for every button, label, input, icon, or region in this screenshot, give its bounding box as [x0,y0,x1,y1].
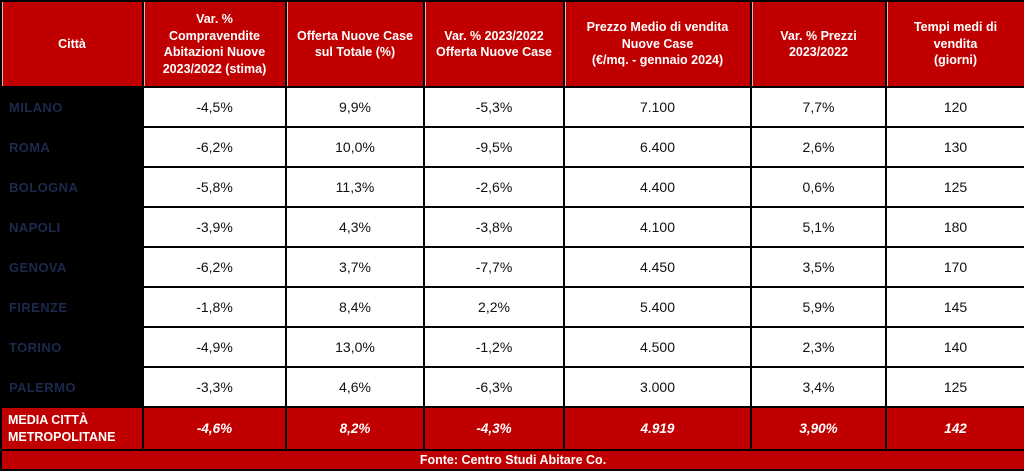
table-row: NAPOLI -3,9% 4,3% -3,8% 4.100 5,1% 180 [0,206,1024,248]
value-cell: -6,2% [142,126,287,168]
value-cell: -3,9% [142,206,287,248]
column-header-var-offerta: Var. % 2023/2022 Offerta Nuove Case [423,0,565,88]
table-row: PALERMO -3,3% 4,6% -6,3% 3.000 3,4% 125 [0,366,1024,408]
header-row: Città Var. % Compravendite Abitazioni Nu… [0,0,1024,88]
table-header: Città Var. % Compravendite Abitazioni Nu… [0,0,1024,88]
city-cell: NAPOLI [0,206,144,248]
value-cell: 5,9% [750,286,887,328]
city-cell: TORINO [0,326,144,368]
summary-value: 8,2% [285,406,425,451]
value-cell: 2,3% [750,326,887,368]
value-cell: -6,2% [142,246,287,288]
column-header-var-prezzi: Var. % Prezzi 2023/2022 [750,0,887,88]
value-cell: 130 [885,126,1024,168]
value-cell: 13,0% [285,326,425,368]
column-header-offerta-nuove-case: Offerta Nuove Case sul Totale (%) [285,0,425,88]
value-cell: 4.100 [563,206,752,248]
value-cell: 5,1% [750,206,887,248]
city-cell: BOLOGNA [0,166,144,208]
column-header-prezzo-medio: Prezzo Medio di vendita Nuove Case (€/mq… [563,0,752,88]
value-cell: 125 [885,166,1024,208]
table-summary: MEDIA CITTÀ METROPOLITANE -4,6% 8,2% -4,… [0,406,1024,471]
value-cell: 7,7% [750,86,887,128]
footer-row: Fonte: Centro Studi Abitare Co. [0,449,1024,471]
value-cell: 2,6% [750,126,887,168]
value-cell: -2,6% [423,166,565,208]
value-cell: 3,5% [750,246,887,288]
value-cell: 0,6% [750,166,887,208]
value-cell: -1,2% [423,326,565,368]
value-cell: 4,6% [285,366,425,408]
value-cell: -6,3% [423,366,565,408]
column-header-var-compravendite: Var. % Compravendite Abitazioni Nuove 20… [142,0,287,88]
value-cell: -5,3% [423,86,565,128]
summary-value: -4,6% [142,406,287,451]
city-cell: ROMA [0,126,144,168]
value-cell: 2,2% [423,286,565,328]
value-cell: 6.400 [563,126,752,168]
city-cell: FIRENZE [0,286,144,328]
city-cell: GENOVA [0,246,144,288]
column-header-tempi-medi: Tempi medi di vendita (giorni) [885,0,1024,88]
value-cell: 140 [885,326,1024,368]
value-cell: -4,5% [142,86,287,128]
value-cell: -1,8% [142,286,287,328]
value-cell: 3.000 [563,366,752,408]
value-cell: 5.400 [563,286,752,328]
summary-row: MEDIA CITTÀ METROPOLITANE -4,6% 8,2% -4,… [0,406,1024,451]
value-cell: -4,9% [142,326,287,368]
table-row: FIRENZE -1,8% 8,4% 2,2% 5.400 5,9% 145 [0,286,1024,328]
value-cell: 4,3% [285,206,425,248]
value-cell: 11,3% [285,166,425,208]
value-cell: -3,8% [423,206,565,248]
table-row: BOLOGNA -5,8% 11,3% -2,6% 4.400 0,6% 125 [0,166,1024,208]
value-cell: 4.450 [563,246,752,288]
summary-value: -4,3% [423,406,565,451]
city-cell: PALERMO [0,366,144,408]
value-cell: -9,5% [423,126,565,168]
summary-value: 4.919 [563,406,752,451]
value-cell: 145 [885,286,1024,328]
value-cell: -3,3% [142,366,287,408]
value-cell: 7.100 [563,86,752,128]
source-note: Fonte: Centro Studi Abitare Co. [0,449,1024,471]
summary-label: MEDIA CITTÀ METROPOLITANE [0,406,144,451]
summary-value: 3,90% [750,406,887,451]
table-row: ROMA -6,2% 10,0% -9,5% 6.400 2,6% 130 [0,126,1024,168]
column-header-citta: Città [0,0,144,88]
value-cell: 3,7% [285,246,425,288]
table-row: TORINO -4,9% 13,0% -1,2% 4.500 2,3% 140 [0,326,1024,368]
value-cell: 3,4% [750,366,887,408]
value-cell: -7,7% [423,246,565,288]
value-cell: 180 [885,206,1024,248]
table-row: MILANO -4,5% 9,9% -5,3% 7.100 7,7% 120 [0,86,1024,128]
summary-value: 142 [885,406,1024,451]
value-cell: 9,9% [285,86,425,128]
value-cell: 4.400 [563,166,752,208]
value-cell: 8,4% [285,286,425,328]
value-cell: 125 [885,366,1024,408]
value-cell: -5,8% [142,166,287,208]
table-body: MILANO -4,5% 9,9% -5,3% 7.100 7,7% 120 ROMA -6,2… [0,86,1024,408]
value-cell: 170 [885,246,1024,288]
value-cell: 4.500 [563,326,752,368]
value-cell: 10,0% [285,126,425,168]
city-cell: MILANO [0,86,144,128]
table-row: GENOVA -6,2% 3,7% -7,7% 4.450 3,5% 170 [0,246,1024,288]
value-cell: 120 [885,86,1024,128]
